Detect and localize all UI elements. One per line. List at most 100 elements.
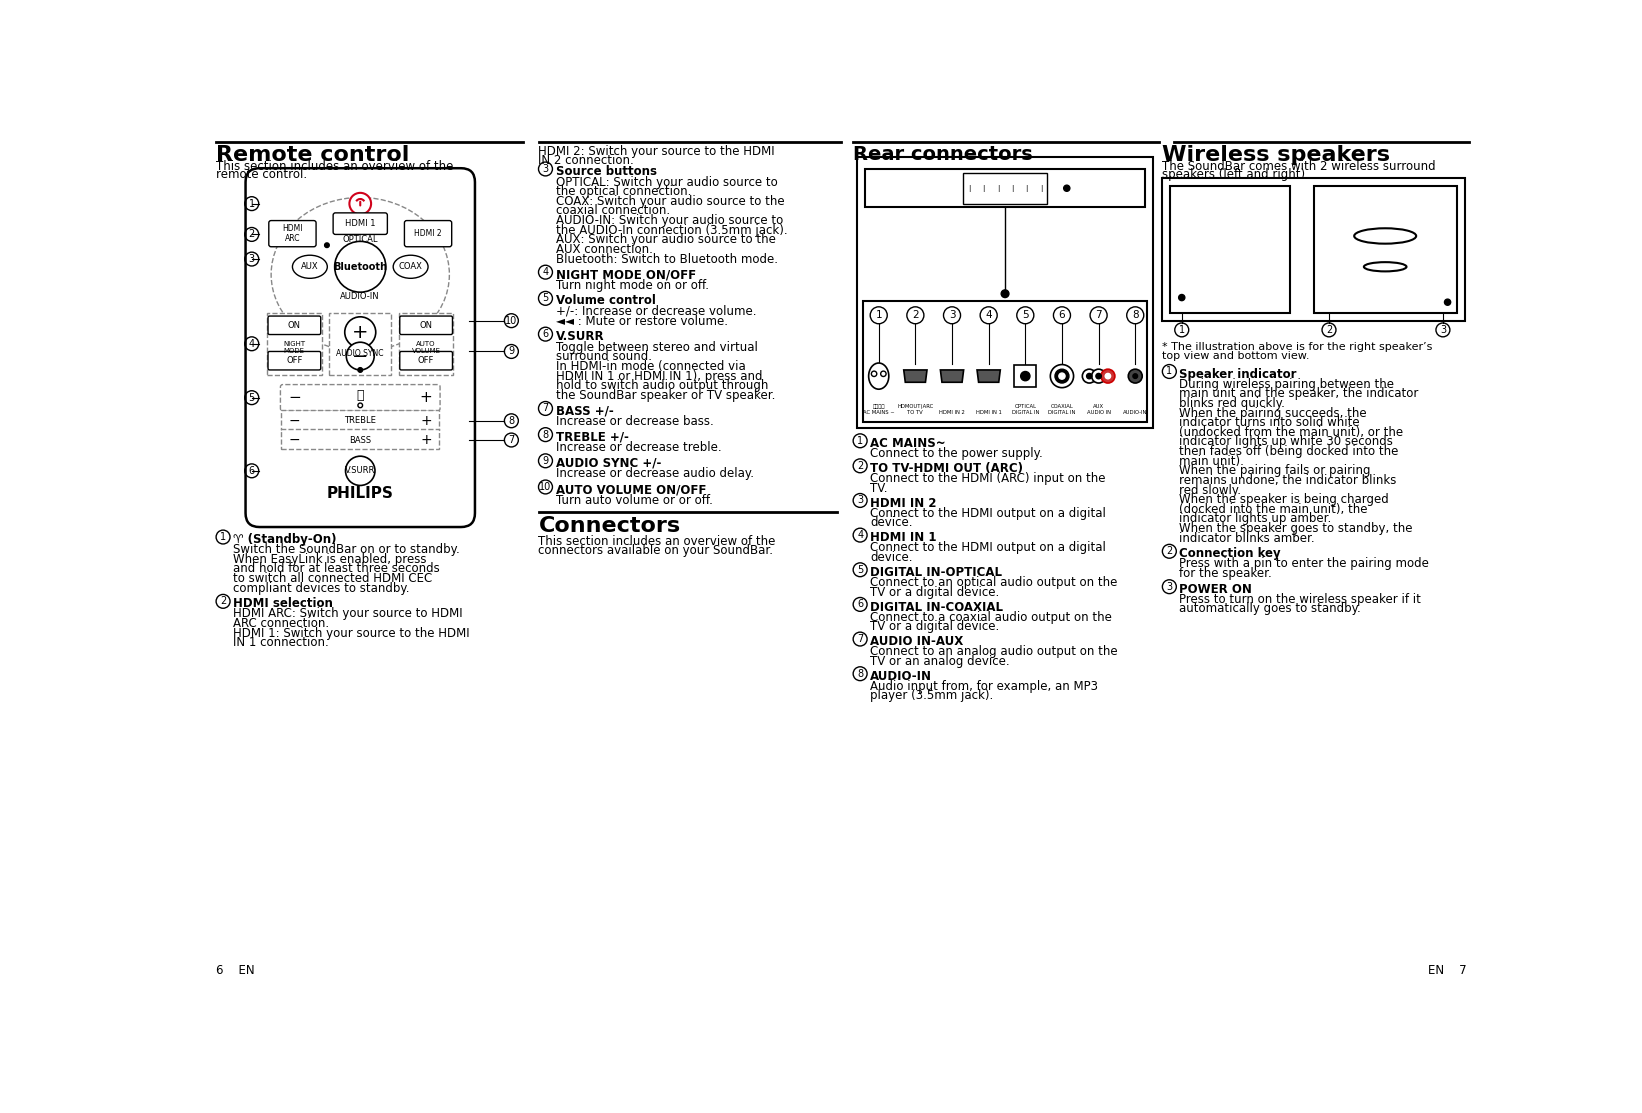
Circle shape: [335, 242, 386, 293]
Text: |: |: [997, 185, 998, 191]
Text: |: |: [1025, 185, 1028, 191]
Text: 1: 1: [248, 198, 255, 208]
Text: ◄◄ : Mute or restore volume.: ◄◄ : Mute or restore volume.: [555, 315, 727, 327]
Text: TREBLE: TREBLE: [345, 416, 376, 425]
Text: indicator turns into solid white: indicator turns into solid white: [1179, 416, 1360, 430]
Text: surround sound.: surround sound.: [555, 351, 652, 363]
Text: AUX
AUDIO IN: AUX AUDIO IN: [1087, 404, 1110, 415]
Text: |: |: [969, 185, 970, 191]
Text: * The illustration above is for the right speaker’s: * The illustration above is for the righ…: [1163, 342, 1433, 352]
Circle shape: [1051, 365, 1074, 387]
Text: Press to turn on the wireless speaker if it: Press to turn on the wireless speaker if…: [1179, 593, 1422, 605]
Text: 6: 6: [857, 600, 864, 610]
Text: Press with a pin to enter the pairing mode: Press with a pin to enter the pairing mo…: [1179, 558, 1429, 571]
Bar: [1171, 186, 1291, 313]
Text: 6    EN: 6 EN: [217, 964, 255, 977]
Text: Increase or decrease audio delay.: Increase or decrease audio delay.: [555, 467, 754, 481]
Polygon shape: [941, 370, 964, 382]
Text: OPTICAL: OPTICAL: [343, 235, 378, 244]
Text: IN 2 connection.: IN 2 connection.: [539, 154, 634, 167]
Text: HDMI IN 1: HDMI IN 1: [870, 531, 936, 544]
Text: Audio input from, for example, an MP3: Audio input from, for example, an MP3: [870, 680, 1098, 693]
Text: HDMI 1: Switch your source to the HDMI: HDMI 1: Switch your source to the HDMI: [233, 627, 470, 640]
Text: 3: 3: [949, 311, 956, 321]
Text: Toggle between stereo and virtual: Toggle between stereo and virtual: [555, 341, 757, 354]
Text: HDMI 2: Switch your source to the HDMI: HDMI 2: Switch your source to the HDMI: [539, 145, 775, 158]
Text: AC MAINS~: AC MAINS~: [870, 437, 946, 450]
Text: Rear connectors: Rear connectors: [854, 145, 1033, 164]
Text: 6: 6: [542, 329, 548, 339]
Text: 5: 5: [1021, 311, 1028, 321]
Text: 7: 7: [1095, 311, 1102, 321]
Text: remains undone, the indicator blinks: remains undone, the indicator blinks: [1179, 474, 1397, 486]
FancyBboxPatch shape: [268, 313, 322, 375]
Text: +: +: [420, 414, 432, 427]
Text: When the pairing fails or pairing: When the pairing fails or pairing: [1179, 464, 1371, 477]
Text: TV or a digital device.: TV or a digital device.: [870, 620, 1000, 633]
Text: HDMI IN 1 or HDMI IN 1), press and: HDMI IN 1 or HDMI IN 1), press and: [555, 370, 762, 383]
Text: for the speaker.: for the speaker.: [1179, 567, 1273, 580]
Text: 2: 2: [220, 597, 227, 607]
Circle shape: [1133, 374, 1138, 378]
Circle shape: [346, 342, 374, 370]
Circle shape: [1064, 185, 1071, 191]
Text: Connect to the HDMI output on a digital: Connect to the HDMI output on a digital: [870, 506, 1107, 520]
Circle shape: [1105, 374, 1110, 378]
Text: Connection key: Connection key: [1179, 548, 1281, 561]
Text: 3: 3: [1440, 325, 1447, 335]
Bar: [857, 157, 1153, 429]
Text: Connect to the HDMI (ARC) input on the: Connect to the HDMI (ARC) input on the: [870, 472, 1105, 485]
Circle shape: [1179, 295, 1186, 301]
Bar: [1314, 186, 1456, 313]
Text: 5: 5: [857, 564, 864, 574]
Text: 7: 7: [857, 634, 864, 644]
Text: AUDIO SYNC +/-: AUDIO SYNC +/-: [555, 457, 662, 470]
Text: 2: 2: [857, 461, 864, 471]
Text: to switch all connected HDMI CEC: to switch all connected HDMI CEC: [233, 572, 432, 585]
FancyBboxPatch shape: [281, 410, 440, 430]
Text: −: −: [289, 433, 300, 447]
Text: TREBLE +/-: TREBLE +/-: [555, 431, 629, 444]
Text: TO TV-HDMI OUT (ARC): TO TV-HDMI OUT (ARC): [870, 462, 1023, 475]
Text: Connectors: Connectors: [539, 516, 681, 536]
Text: 6: 6: [248, 466, 255, 476]
Text: indicator blinks amber.: indicator blinks amber.: [1179, 532, 1315, 544]
Text: The SoundBar comes with 2 wireless surround: The SoundBar comes with 2 wireless surro…: [1163, 160, 1437, 173]
Polygon shape: [903, 370, 928, 382]
Text: ON: ON: [287, 321, 300, 329]
Circle shape: [1082, 370, 1097, 383]
FancyBboxPatch shape: [268, 352, 320, 370]
Text: HDMI ARC: Switch your source to HDMI: HDMI ARC: Switch your source to HDMI: [233, 608, 463, 620]
Text: Connect to an optical audio output on the: Connect to an optical audio output on th…: [870, 575, 1118, 589]
Text: coaxial connection.: coaxial connection.: [555, 205, 670, 217]
Text: Bluetooth: Switch to Bluetooth mode.: Bluetooth: Switch to Bluetooth mode.: [555, 253, 778, 266]
Text: Wireless speakers: Wireless speakers: [1163, 145, 1391, 165]
Text: +: +: [351, 323, 368, 342]
Text: 8: 8: [857, 669, 864, 679]
Circle shape: [1054, 370, 1069, 383]
Text: 5: 5: [248, 393, 255, 403]
Text: DIGITAL IN-OPTICAL: DIGITAL IN-OPTICAL: [870, 565, 1002, 579]
Text: remote control.: remote control.: [217, 168, 307, 181]
Text: 1: 1: [220, 532, 227, 542]
Text: DIGITAL IN-COAXIAL: DIGITAL IN-COAXIAL: [870, 601, 1003, 613]
Text: TV.: TV.: [870, 482, 888, 494]
Text: HDMI selection: HDMI selection: [233, 598, 333, 611]
Text: main unit).: main unit).: [1179, 454, 1245, 467]
Text: (docked into the main unit), the: (docked into the main unit), the: [1179, 503, 1368, 515]
Text: 7: 7: [509, 435, 514, 445]
Text: indicator lights up amber.: indicator lights up amber.: [1179, 512, 1332, 525]
Text: AUX connection.: AUX connection.: [555, 243, 652, 256]
Text: This section includes an overview of the: This section includes an overview of the: [217, 160, 453, 173]
Text: red slowly.: red slowly.: [1179, 483, 1241, 496]
Text: When the speaker goes to standby, the: When the speaker goes to standby, the: [1179, 522, 1412, 535]
Circle shape: [1002, 289, 1008, 297]
Text: AUX: AUX: [300, 263, 319, 272]
Text: In HDMI-in mode (connected via: In HDMI-in mode (connected via: [555, 359, 745, 373]
Text: 5: 5: [542, 294, 548, 304]
Ellipse shape: [392, 255, 429, 278]
Ellipse shape: [292, 255, 327, 278]
FancyBboxPatch shape: [399, 313, 453, 375]
Text: 8: 8: [542, 430, 548, 440]
Text: BASS +/-: BASS +/-: [555, 405, 614, 417]
